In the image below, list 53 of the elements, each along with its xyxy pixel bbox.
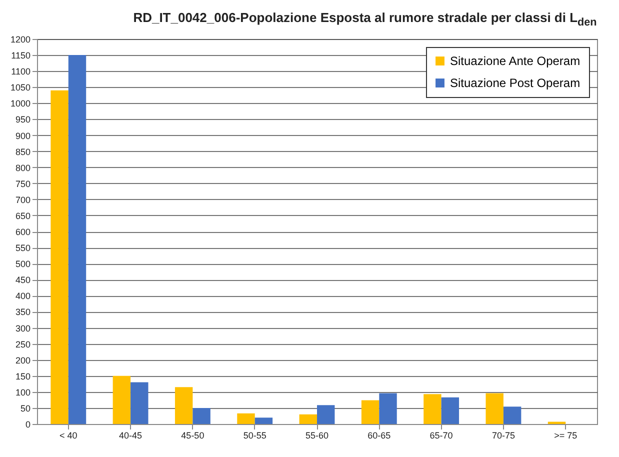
- x-tick-label: 60-65: [368, 430, 391, 440]
- x-tick-label: 65-70: [430, 430, 453, 440]
- bar: [130, 382, 148, 424]
- y-tick-label: 1050: [10, 82, 30, 93]
- y-tick-label: 1100: [11, 66, 30, 77]
- bar: [317, 405, 335, 424]
- y-tick-label: 1200: [10, 34, 30, 44]
- x-tick-label: 40-45: [119, 430, 142, 440]
- bar: [299, 414, 317, 424]
- y-tick-label: 800: [15, 162, 30, 173]
- y-tick-label: 550: [15, 243, 30, 254]
- bar: [361, 400, 380, 424]
- bar: [379, 393, 397, 424]
- bar: [254, 418, 273, 424]
- bar: [192, 408, 210, 424]
- y-tick-label: 850: [15, 146, 30, 157]
- y-tick-label: 650: [15, 210, 30, 221]
- bar: [424, 394, 442, 424]
- y-tick-label: 1150: [11, 50, 30, 61]
- bar: [50, 90, 68, 424]
- chart-title: RD_IT_0042_006-Popolazione Esposta al rumore stradale per classi di L$_{den}$: [132, 10, 598, 29]
- y-tick-label: 50: [20, 403, 30, 414]
- y-tick-label: 900: [15, 130, 30, 141]
- x-tick-label: 55-60: [305, 430, 329, 440]
- y-tick-label: 300: [15, 323, 30, 334]
- bar: [174, 387, 193, 424]
- bar: [486, 393, 504, 424]
- y-tick-label: 750: [15, 178, 30, 189]
- y-tick-label: 500: [15, 259, 30, 270]
- x-tick-label: 70-75: [492, 430, 515, 440]
- y-tick-label: 400: [15, 291, 30, 302]
- x-tick-label: 45-50: [181, 430, 204, 440]
- y-tick-label: 600: [15, 227, 30, 237]
- y-tick-label: 100: [15, 387, 30, 398]
- y-tick-label: 0: [25, 420, 30, 430]
- x-tick-label: < 40: [59, 430, 78, 440]
- bar: [237, 413, 255, 424]
- legend-label: Situazione Ante Operam: [450, 54, 580, 68]
- y-tick-label: 450: [15, 275, 30, 286]
- legend-label: Situazione Post Operam: [450, 76, 580, 90]
- x-tick-label: >= 75: [554, 430, 578, 440]
- y-tick-label: 150: [15, 371, 30, 382]
- bar: [503, 406, 522, 424]
- y-tick-label: 200: [15, 355, 30, 366]
- y-tick-label: 700: [15, 194, 30, 205]
- bar: [68, 55, 86, 424]
- y-tick-label: 1000: [10, 98, 30, 109]
- y-tick-label: 250: [15, 339, 30, 350]
- y-tick-label: 350: [15, 307, 30, 318]
- bar: [112, 376, 131, 424]
- x-tick-label: 50-55: [243, 430, 266, 440]
- bar: [441, 397, 460, 424]
- y-tick-label: 950: [15, 114, 30, 125]
